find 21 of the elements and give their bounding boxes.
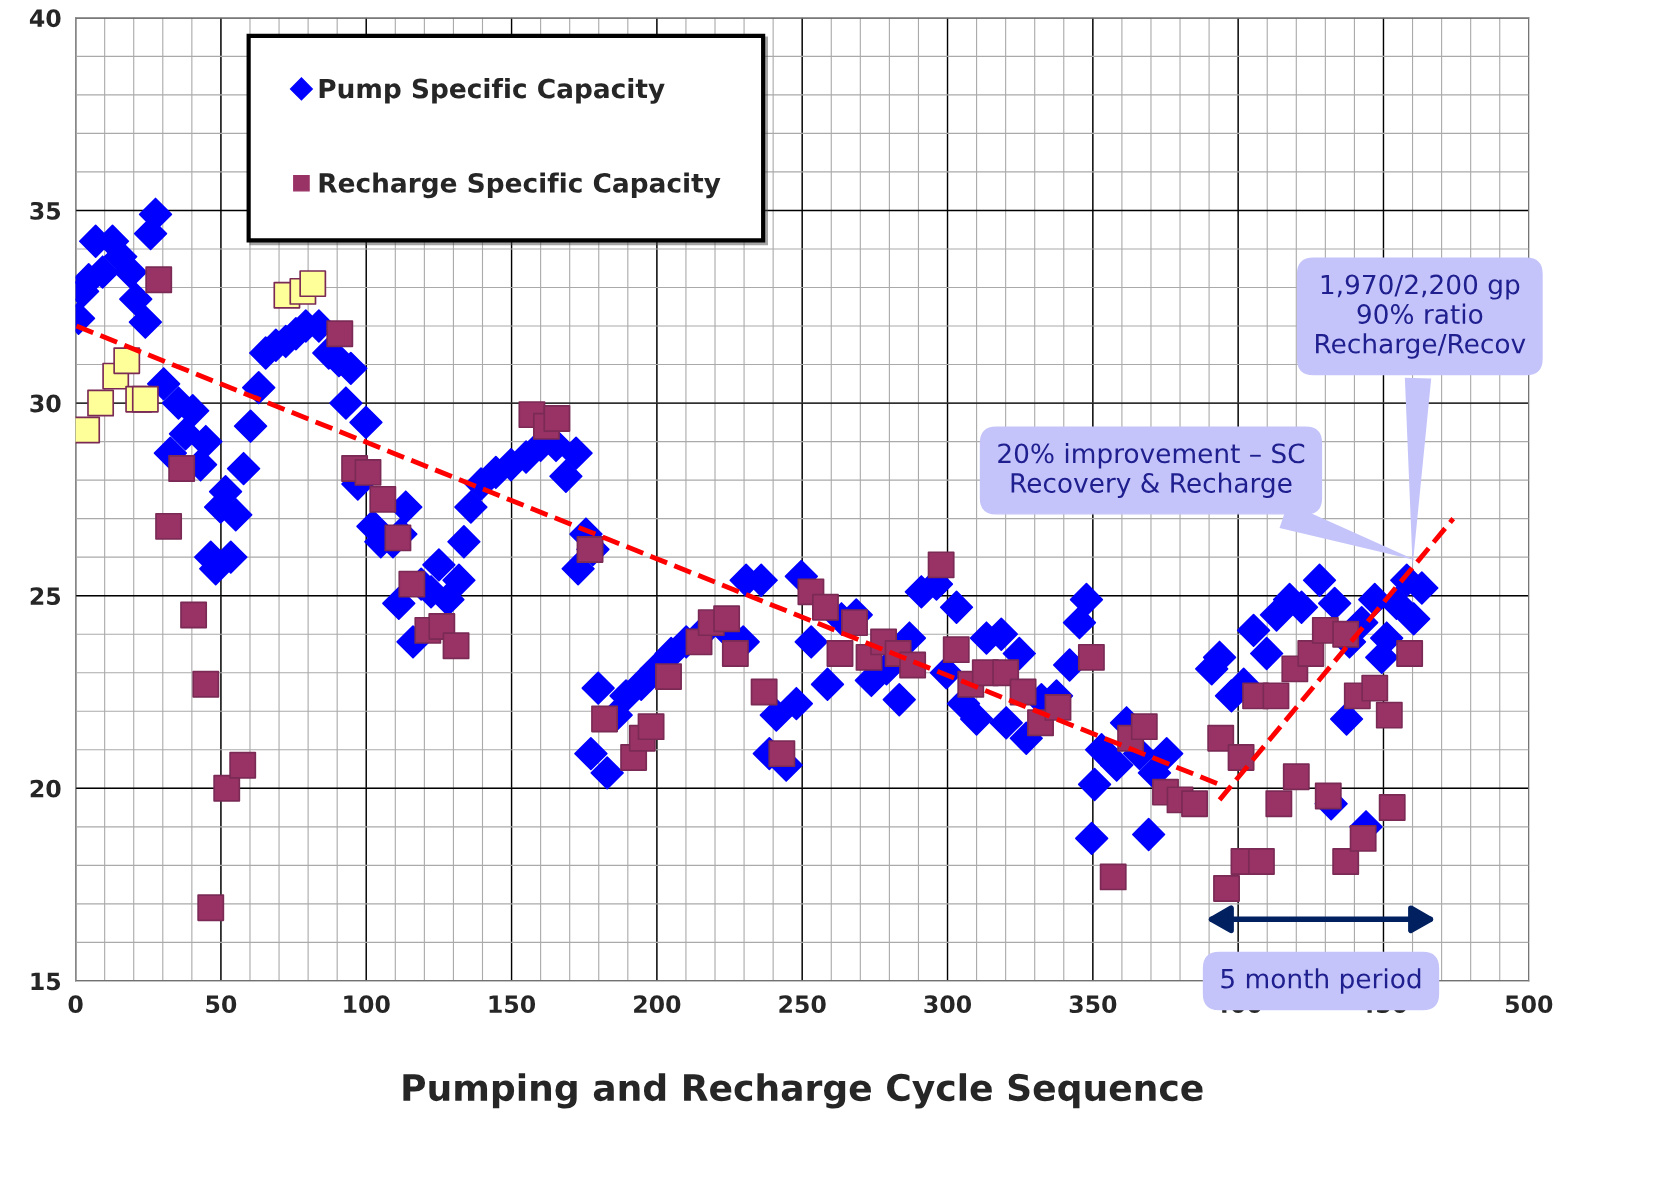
y-tick-label: 35 bbox=[30, 201, 61, 220]
x-tick-label: 100 bbox=[344, 995, 390, 1014]
x-tick-label: 350 bbox=[1069, 995, 1117, 1014]
annotation: 1,970/2,200 gp 90% ratio Recharge/Recov bbox=[1316, 274, 1526, 359]
y-tick-label: 30 bbox=[30, 394, 61, 413]
y-tick-label: 15 bbox=[31, 972, 61, 991]
x-tick-label: 150 bbox=[489, 995, 536, 1014]
x-tick-label: 500 bbox=[1505, 995, 1553, 1014]
annotation: 5 month period bbox=[1221, 968, 1421, 994]
x-tick-label: 50 bbox=[206, 995, 237, 1014]
y-tick-label: 40 bbox=[29, 9, 61, 28]
legend-label: Pump Specific Capacity bbox=[319, 78, 665, 104]
y-tick-label: 25 bbox=[30, 587, 61, 605]
x-tick-label: 300 bbox=[924, 995, 972, 1014]
y-tick-label: 20 bbox=[30, 779, 61, 798]
x-tick-label: 200 bbox=[634, 995, 681, 1014]
x-axis-title: Pumping and Recharge Cycle Sequence bbox=[403, 1073, 1203, 1109]
x-tick-label: 0 bbox=[68, 995, 83, 1014]
legend-label: Recharge Specific Capacity bbox=[319, 172, 721, 199]
x-tick-label: 250 bbox=[779, 995, 826, 1014]
annotation: 20% improvement – SC Recovery & Recharge bbox=[998, 442, 1305, 499]
